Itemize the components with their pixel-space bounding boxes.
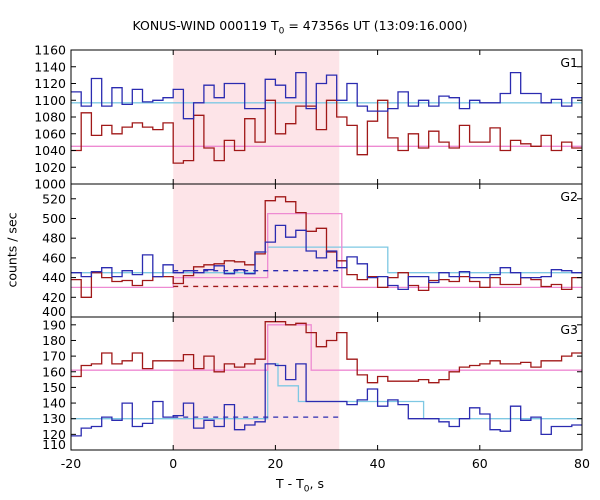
series-red-steps	[71, 99, 582, 164]
x-tick-label: 80	[574, 456, 590, 471]
shaded-interval	[173, 50, 340, 184]
y-tick-label: 420	[42, 290, 66, 305]
y-tick-label: 440	[42, 270, 66, 285]
y-tick-label: 120	[42, 427, 66, 442]
x-tick-label: 60	[472, 456, 488, 471]
shaded-interval	[173, 317, 340, 450]
series-blue-steps	[71, 363, 582, 437]
y-tick-label: 1000	[34, 177, 66, 192]
y-tick-label: 110	[42, 437, 66, 452]
y-tick-label: 1040	[34, 143, 66, 158]
panel-frame	[70, 316, 583, 451]
panel-label: G1	[560, 55, 578, 70]
y-tick-label: 480	[42, 231, 66, 246]
y-tick-label: 170	[42, 349, 66, 364]
y-tick-label: 130	[42, 411, 66, 426]
series-blue-steps	[71, 71, 582, 120]
y-tick-label: 400	[42, 304, 66, 319]
y-tick-label: 1140	[34, 59, 66, 74]
chart-title: KONUS-WIND 000119 T0 = 47356s UT (13:09:…	[132, 18, 468, 37]
y-axis-label: counts / sec	[4, 212, 20, 288]
series-blue-steps	[71, 224, 582, 291]
y-tick-label: 190	[42, 317, 66, 332]
panel-label: G2	[560, 189, 578, 204]
y-tick-label: 1120	[34, 76, 66, 91]
y-tick-label: 1160	[34, 43, 66, 58]
x-axis-label: T - T0, s	[276, 476, 324, 495]
x-tick-label: 0	[169, 456, 177, 471]
y-tick-label: 1060	[34, 126, 66, 141]
y-tick-label: 180	[42, 333, 66, 348]
y-tick-label: 520	[42, 191, 66, 206]
y-tick-label: 1020	[34, 160, 66, 175]
y-tick-label: 500	[42, 211, 66, 226]
y-tick-label: 160	[42, 364, 66, 379]
fit-line-b	[71, 212, 582, 289]
y-tick-label: 150	[42, 380, 66, 395]
y-tick-label: 460	[42, 250, 66, 265]
x-tick-label: 40	[370, 456, 386, 471]
panel-label: G3	[560, 322, 578, 337]
y-tick-label: 140	[42, 396, 66, 411]
x-tick-label: 20	[267, 456, 283, 471]
x-tick-label: -20	[61, 456, 81, 471]
series-red-steps	[71, 321, 582, 384]
y-tick-label: 1100	[34, 93, 66, 108]
fit-line-a	[71, 363, 582, 420]
y-tick-label: 1080	[34, 110, 66, 125]
